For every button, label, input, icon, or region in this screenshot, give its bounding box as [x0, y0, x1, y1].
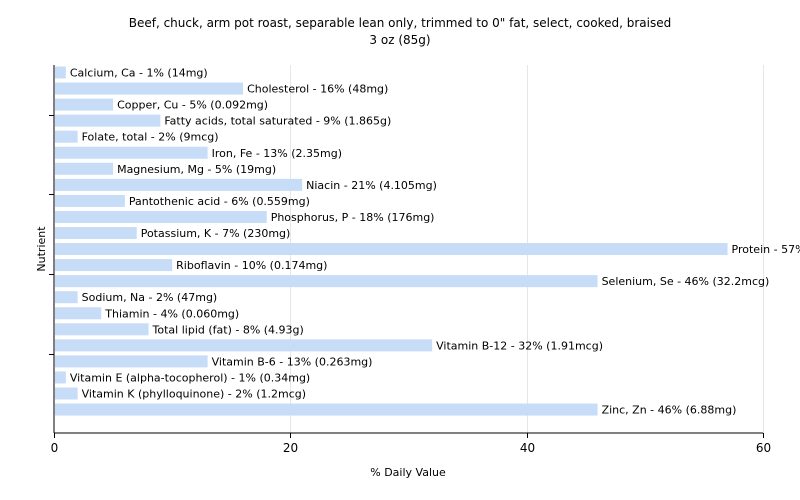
bar: [55, 243, 728, 256]
bar-label: Potassium, K - 7% (230mg): [141, 227, 291, 240]
bar: [55, 307, 102, 320]
y-axis-label: Nutrient: [35, 226, 48, 272]
bar: [55, 371, 66, 384]
bar-label: Sodium, Na - 2% (47mg): [82, 291, 218, 304]
bar: [55, 291, 78, 304]
chart-subtitle: 3 oz (85g): [369, 33, 431, 47]
bar-label: Vitamin K (phylloquinone) - 2% (1.2mcg): [82, 388, 306, 401]
x-axis-label: % Daily Value: [370, 466, 446, 479]
bar: [55, 178, 303, 191]
bar: [55, 162, 114, 175]
bar: [55, 339, 433, 352]
bar: [55, 130, 78, 143]
bar-label: Cholesterol - 16% (48mg): [247, 83, 388, 96]
bar-label: Vitamin E (alpha-tocopherol) - 1% (0.34m…: [70, 371, 310, 384]
bar: [55, 194, 125, 207]
bars: [55, 66, 728, 416]
bar: [55, 259, 173, 272]
chart-title: Beef, chuck, arm pot roast, separable le…: [128, 16, 672, 30]
bar-label: Iron, Fe - 13% (2.35mg): [212, 147, 342, 160]
bar-label: Magnesium, Mg - 5% (19mg): [117, 163, 276, 176]
bar-label: Vitamin B-12 - 32% (1.91mcg): [436, 339, 603, 352]
bar-label: Niacin - 21% (4.105mg): [306, 179, 437, 192]
bar-label: Riboflavin - 10% (0.174mg): [176, 259, 327, 272]
bar: [55, 387, 78, 400]
bar: [55, 403, 598, 416]
bar-label: Zinc, Zn - 46% (6.88mg): [602, 404, 737, 417]
bar: [55, 275, 598, 288]
bar-label: Vitamin B-6 - 13% (0.263mg): [212, 355, 373, 368]
bar: [55, 323, 149, 336]
bar: [55, 146, 208, 159]
bar: [55, 82, 244, 95]
bar-label: Phosphorus, P - 18% (176mg): [271, 211, 435, 224]
bar: [55, 210, 267, 223]
bar-label: Thiamin - 4% (0.060mg): [104, 307, 239, 320]
bar-label: Pantothenic acid - 6% (0.559mg): [129, 195, 310, 208]
bar-label: Total lipid (fat) - 8% (4.93g): [152, 323, 304, 336]
x-tick-label: 60: [756, 441, 771, 455]
bar-labels: Calcium, Ca - 1% (14mg) Cholesterol - 16%…: [70, 67, 800, 417]
bar: [55, 114, 161, 127]
x-tick-label: 40: [520, 441, 535, 455]
bar: [55, 66, 66, 79]
bar-label: Fatty acids, total saturated - 9% (1.865…: [164, 115, 391, 128]
bar: [55, 98, 114, 111]
x-tick-label: 20: [283, 441, 298, 455]
bar: [55, 355, 208, 368]
x-tick-label: 0: [51, 441, 59, 455]
bar-label: Folate, total - 2% (9mcg): [82, 131, 219, 144]
bar-label: Copper, Cu - 5% (0.092mg): [117, 99, 268, 112]
axes: 0 20 40 60: [49, 65, 771, 455]
bar: [55, 227, 137, 239]
bar-label: Protein - 57% (28.36g): [732, 243, 800, 256]
bar-label: Selenium, Se - 46% (32.2mcg): [602, 275, 770, 288]
bar-label: Calcium, Ca - 1% (14mg): [70, 67, 208, 80]
